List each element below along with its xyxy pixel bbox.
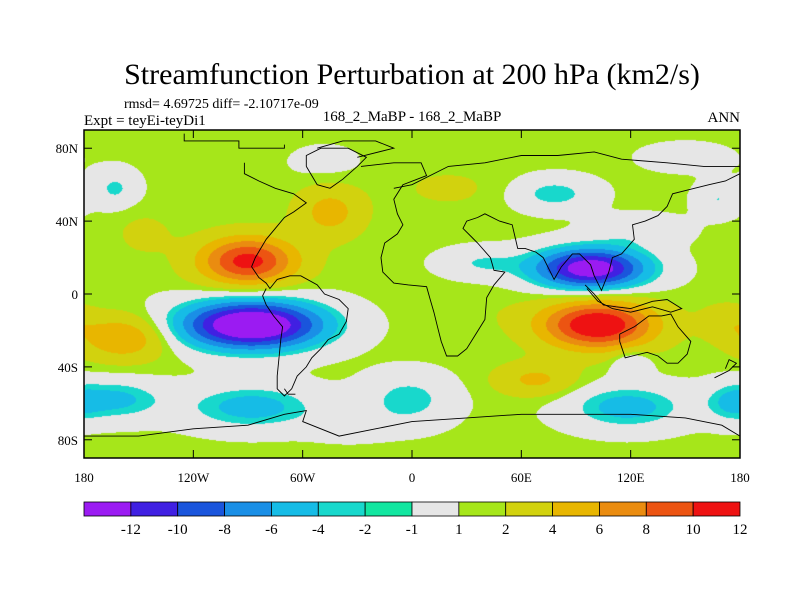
colorbar-label: 2	[502, 522, 510, 538]
colorbar: -12 -10 -8 -6 -4 -2 -1 1 2 4 6 8 10 12	[83, 501, 748, 538]
colorbar-swatch	[130, 501, 179, 517]
x-tick-label: 120W	[177, 470, 210, 485]
coastline	[714, 358, 738, 379]
colorbar-label: 1	[455, 522, 463, 538]
x-tick-label: 60W	[290, 470, 316, 485]
colorbar-label: 8	[643, 522, 651, 538]
coastline	[584, 284, 683, 313]
x-tick-label: 180	[730, 470, 750, 485]
y-tick-label: 80N	[56, 141, 79, 156]
x-tick-label: 60E	[511, 470, 532, 485]
coastline	[243, 162, 349, 397]
experiment-label: Expt = teyEi-teyDi1	[84, 113, 206, 129]
colorbar-swatch	[552, 501, 600, 517]
colorbar-swatch	[458, 501, 507, 517]
colorbar-label: -6	[265, 522, 278, 538]
colorbar-label: -10	[168, 522, 188, 538]
y-tick-label: 40N	[56, 214, 79, 229]
stats-label: rmsd= 4.69725 diff= -2.10717e-09	[124, 97, 319, 112]
y-tick-label: 80S	[58, 433, 78, 448]
y-tick-label: 0	[72, 287, 79, 302]
chart-title: Streamfunction Perturbation at 200 hPa (…	[124, 58, 700, 91]
x-tick-label: 0	[409, 470, 416, 485]
colorbar-swatch	[364, 501, 413, 517]
coastline	[317, 140, 396, 158]
map-area: 180 120W 60W 0 60E 120E 180 80N 40N 0 40S 80S	[56, 129, 750, 485]
coastline	[619, 313, 692, 364]
colorbar-label: 12	[733, 522, 748, 538]
colorbar-label: -1	[406, 522, 419, 538]
colorbar-swatch	[645, 501, 694, 517]
x-tick-label: 120E	[617, 470, 645, 485]
season-label: ANN	[708, 110, 741, 126]
axis-ticks: 180 120W 60W 0 60E 120E 180 80N 40N 0 40S 80S	[56, 130, 750, 485]
colorbar-swatch	[224, 501, 272, 517]
x-tick-label: 180	[74, 470, 94, 485]
colorbar-swatch	[271, 501, 319, 517]
colorbar-label: 6	[596, 522, 604, 538]
colorbar-label: 10	[686, 522, 701, 538]
coastline	[360, 162, 741, 357]
colorbar-swatch	[317, 501, 366, 517]
coastline	[393, 151, 740, 189]
colorbar-swatch	[177, 501, 225, 517]
colorbar-swatch	[692, 501, 741, 517]
coastline	[84, 410, 741, 437]
colorbar-swatch	[411, 501, 460, 517]
y-tick-label: 40S	[58, 360, 78, 375]
colorbar-swatch	[83, 501, 132, 517]
coastline	[183, 133, 285, 149]
coastline	[284, 388, 296, 395]
colorbar-label: -2	[359, 522, 372, 538]
colorbar-swatch	[505, 501, 553, 517]
coastline	[305, 147, 368, 189]
colorbar-label: -4	[312, 522, 325, 538]
colorbar-label: -12	[121, 522, 141, 538]
coastline-layer	[84, 133, 741, 437]
contour-field	[84, 130, 740, 458]
colorbar-label: 4	[549, 522, 557, 538]
colorbar-swatch	[599, 501, 647, 517]
case-label: 168_2_MaBP - 168_2_MaBP	[323, 109, 502, 125]
colorbar-label: -8	[218, 522, 231, 538]
